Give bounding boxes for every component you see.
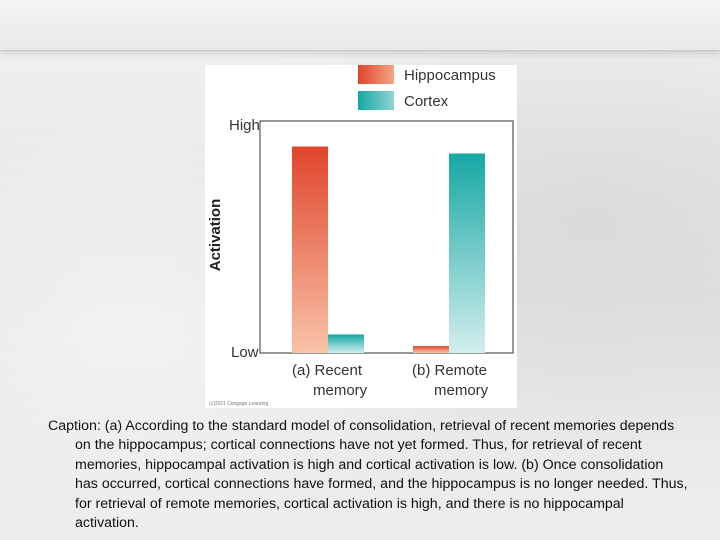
x-label-recent-line1: (a) Recent — [292, 362, 363, 379]
legend-label-hippocampus: Hippocampus — [404, 67, 496, 84]
x-label-remote-line2: memory — [434, 382, 489, 399]
bar-recent-hippocampus — [292, 146, 328, 353]
legend-swatch-hippocampus — [358, 65, 394, 84]
bar-remote-cortex — [449, 153, 485, 353]
x-label-recent-line2: memory — [313, 382, 368, 399]
bar-chart: Hippocampus Cortex High Low Activation (… — [207, 65, 514, 407]
y-tick-low: Low — [231, 344, 259, 361]
y-tick-high: High — [229, 117, 260, 134]
copyright-credit: (c)2011 Cengage Learning — [209, 401, 268, 407]
figure-caption: Caption: (a) According to the standard m… — [48, 418, 688, 532]
y-axis-label: Activation — [207, 199, 224, 272]
bar-recent-cortex — [328, 334, 364, 353]
x-label-remote-line1: (b) Remote — [412, 362, 487, 379]
legend-swatch-cortex — [358, 91, 394, 110]
title-band — [0, 0, 720, 51]
legend-label-cortex: Cortex — [404, 93, 449, 110]
bar-remote-hippocampus — [413, 346, 449, 353]
chart-figure: Hippocampus Cortex High Low Activation (… — [205, 65, 517, 408]
plot-frame — [259, 120, 514, 354]
